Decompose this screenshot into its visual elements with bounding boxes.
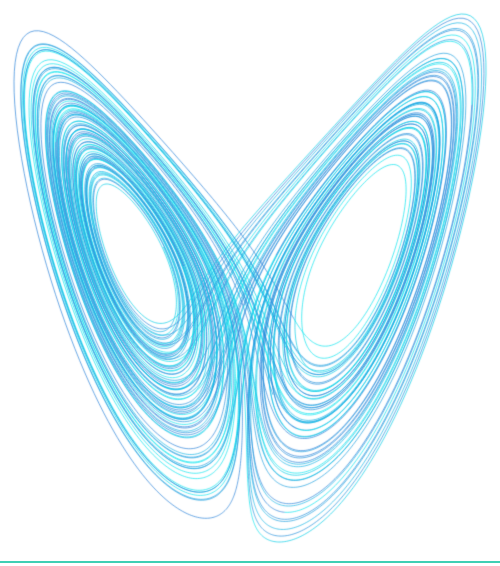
- bottom-divider: [0, 561, 500, 563]
